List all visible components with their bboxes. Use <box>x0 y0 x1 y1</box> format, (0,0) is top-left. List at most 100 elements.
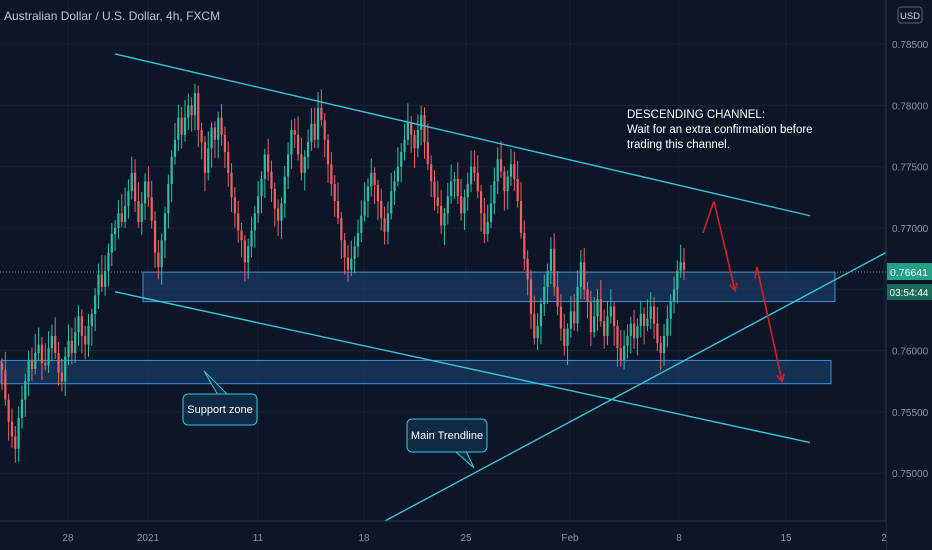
candle-body-bearish <box>336 201 340 219</box>
candle-body-bullish <box>280 203 283 221</box>
time-tick-label: 15 <box>780 533 792 544</box>
resistance-zone[interactable] <box>142 271 836 303</box>
candle-body-bullish <box>679 262 682 271</box>
candle-body-bullish <box>453 178 456 182</box>
candle-body-bullish <box>17 418 20 449</box>
projection-segment <box>756 267 783 382</box>
candle-body-bullish <box>64 356 67 382</box>
time-tick-label: 18 <box>358 533 370 544</box>
candle-body-bearish <box>343 240 346 258</box>
chart-title: Australian Dollar / U.S. Dollar, 4h, FXC… <box>4 9 220 23</box>
support-zone[interactable] <box>0 359 832 385</box>
candle-body-bearish <box>499 159 503 172</box>
candle-body-bullish <box>450 181 453 197</box>
candle-body-bullish <box>623 345 626 361</box>
candle-body-bullish <box>104 270 107 287</box>
candle-body-bullish <box>130 172 133 192</box>
candle-body-bullish <box>489 203 493 222</box>
candle-body-bullish <box>549 248 553 271</box>
main-trendline[interactable] <box>377 251 887 526</box>
candle-body-bullish <box>110 234 113 253</box>
candle-body-bullish <box>193 93 197 116</box>
candle-body-bullish <box>34 353 37 369</box>
candle-body-bearish <box>659 343 662 354</box>
candle-body-bearish <box>603 321 606 336</box>
candle-body-bearish <box>270 171 273 189</box>
candle-body-bullish <box>127 191 130 206</box>
candle-body-bullish <box>496 159 499 182</box>
candle-body-bullish <box>217 117 220 140</box>
candle-body-bearish <box>243 240 246 263</box>
candle-body-bearish <box>230 172 233 198</box>
price-tick-label: 0.76000 <box>892 347 929 358</box>
time-axis[interactable]: 28 2021 11 18 25 Feb 8 15 2 <box>0 520 887 550</box>
candle-body-bearish <box>293 129 296 135</box>
support-zone-callout[interactable]: Support zone <box>182 370 258 426</box>
channel-upper-line[interactable] <box>114 53 811 217</box>
candle-body-bullish <box>400 152 403 167</box>
candle-body-bearish <box>656 323 659 344</box>
candle-body-bullish <box>676 270 679 290</box>
candle-body-bearish <box>519 201 523 233</box>
candle-body-bearish <box>150 197 153 221</box>
currency-badge[interactable]: USD <box>897 6 923 24</box>
channel-lower-line[interactable] <box>114 291 811 444</box>
candle-body-bullish <box>536 326 539 339</box>
candle-body-bearish <box>559 306 563 329</box>
candle-body-bearish <box>426 142 429 165</box>
candle-body-bullish <box>469 166 473 184</box>
candle-body-bullish <box>173 139 177 157</box>
time-axis-ticks: 28 2021 11 18 25 Feb 8 15 2 <box>62 533 887 544</box>
candle-body-bullish <box>287 154 290 177</box>
candle-body-bullish <box>396 166 399 182</box>
candle-body-bearish <box>14 436 17 449</box>
candle-body-bearish <box>233 197 236 214</box>
projection-segment <box>713 200 736 291</box>
candle-body-bullish <box>177 117 180 140</box>
candle-body-bullish <box>24 381 27 400</box>
candle-body-bullish <box>669 301 672 319</box>
candle-body-bearish <box>70 340 73 354</box>
candle-body-bullish <box>566 328 569 346</box>
candle-body-bearish <box>589 301 592 333</box>
candle-body-bullish <box>257 196 260 214</box>
candle-body-bearish <box>330 164 333 184</box>
candle-body-bullish <box>546 270 549 287</box>
candle-body-bullish <box>117 213 120 229</box>
candle-body-bullish <box>67 340 70 357</box>
candle-body-bearish <box>326 139 330 165</box>
candle-body-bearish <box>440 205 443 226</box>
candle-body-bullish <box>74 332 77 354</box>
main-trendline-label: Main Trendline <box>411 430 483 442</box>
candle-body-bullish <box>606 316 609 336</box>
candle-body-bullish <box>466 183 469 198</box>
candle-body-bearish <box>300 154 303 173</box>
main-trendline-callout[interactable]: Main Trendline <box>406 418 488 469</box>
candle-body-bearish <box>54 335 57 354</box>
time-axis-background <box>0 521 886 550</box>
candle-body-bullish <box>47 348 50 366</box>
time-tick-label: 2 <box>881 533 887 544</box>
candle-body-bullish <box>406 122 409 140</box>
current-price-value: 0.76641 <box>890 267 928 279</box>
candle-body-bearish <box>483 213 486 235</box>
candle-body-bearish <box>313 123 316 140</box>
candle-body-bullish <box>310 123 313 143</box>
price-tick-label: 0.78000 <box>892 101 929 112</box>
candle-body-bearish <box>147 181 150 198</box>
candle-body-bearish <box>203 142 207 173</box>
candle-body-bullish <box>609 306 612 317</box>
candle-body-bullish <box>306 142 310 157</box>
channel-title-label: DESCENDING CHANNEL: <box>627 109 765 121</box>
candle-body-bearish <box>513 164 516 179</box>
candle-body-bullish <box>370 172 373 187</box>
countdown-tag-box <box>887 284 932 301</box>
candle-body-bullish <box>662 335 666 354</box>
candle-body-bearish <box>456 178 459 197</box>
candle-body-bullish <box>539 304 543 327</box>
candle-body-bullish <box>163 213 167 241</box>
main-trendline-callout-box <box>406 418 488 453</box>
candle-body-bullish <box>97 274 100 296</box>
candle-body-bullish <box>672 289 676 302</box>
